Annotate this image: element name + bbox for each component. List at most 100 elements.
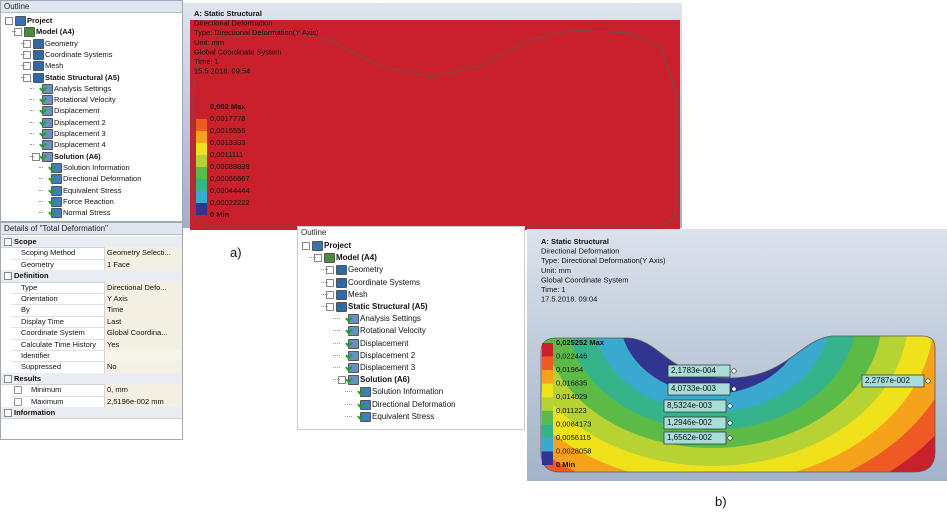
tree-icon: [33, 49, 44, 60]
legend-swatch: [196, 167, 207, 179]
tree-line: [30, 155, 34, 157]
tree-line: [345, 415, 352, 417]
tree-label: Model (A4): [336, 253, 377, 263]
panel-title: Outline: [1, 1, 182, 13]
legend-swatch: [196, 119, 207, 131]
expander: [23, 73, 31, 82]
tree-icon: [42, 95, 53, 106]
expander: [326, 290, 334, 299]
tree-line: [39, 166, 43, 168]
expander: [23, 50, 31, 59]
header-line: 15.5.2018. 09:54: [194, 67, 250, 76]
tree-line: [39, 200, 43, 202]
legend-swatch: [196, 155, 207, 167]
detail-row: [11, 339, 182, 351]
legend-label: 0,014029: [556, 392, 587, 401]
tree-label: Displacement 2: [54, 117, 106, 127]
tree-label: Project: [324, 241, 352, 250]
legend-label: 0,0011111: [210, 150, 243, 159]
legend-label: 0,002 Max: [210, 102, 246, 111]
tree-icon: [312, 241, 323, 251]
tree-icon: [336, 265, 347, 276]
legend-label: 0 Min: [556, 460, 576, 469]
legend-label: 0,0013333: [210, 138, 245, 147]
legend-label: 0,011223: [556, 406, 587, 415]
tree-icon: [33, 61, 44, 72]
property-name: Calculate Time History: [21, 339, 97, 349]
header-line: 17.5.2018. 09:04: [541, 295, 597, 304]
section-row: [1, 270, 182, 283]
tree-line: [30, 99, 34, 101]
value-cell: [104, 384, 182, 396]
detail-row: [11, 350, 182, 363]
figure-label: a): [230, 245, 242, 260]
tree-line: [333, 367, 340, 368]
property-name: Suppressed: [21, 362, 62, 372]
outline-panel: Outline Project Model (A4) Geometry Coordin…: [0, 0, 183, 222]
tree-icon: [348, 326, 359, 337]
detail-row: [11, 282, 182, 294]
detail-row: [11, 247, 182, 260]
legend-swatch: [542, 397, 553, 411]
property-name: Orientation: [21, 294, 58, 303]
tree-label: Mesh: [45, 61, 64, 71]
probe-pointer: [727, 435, 733, 441]
tree-icon: [51, 174, 62, 185]
panel-title: Details of "Total Deformation": [1, 223, 182, 235]
expander: [5, 17, 13, 25]
legend-swatch: [196, 179, 207, 191]
value-cell: [104, 395, 182, 407]
probe-box: [667, 364, 731, 378]
detail-row: [11, 304, 182, 317]
value-cell: [104, 315, 182, 328]
tree-label: Solution Information: [63, 162, 130, 172]
property-value: Yes: [107, 339, 120, 349]
tree-label: Static Structural (A5): [348, 302, 428, 311]
tree-label: Project: [27, 16, 53, 25]
value-cell: [104, 338, 182, 350]
tree-line: [345, 403, 352, 405]
property-name: Maximum: [31, 396, 64, 406]
property-name: Type: [21, 282, 38, 292]
header-title: A: Static Structural: [194, 9, 262, 18]
value-cell: [104, 281, 182, 293]
tree-line: [21, 76, 25, 78]
collapse-box: [4, 238, 12, 246]
expander: [326, 278, 334, 287]
expander: [23, 62, 31, 71]
property-value: Time: [107, 305, 124, 315]
tree-label: Analysis Settings: [54, 83, 112, 93]
tree-icon: [348, 338, 359, 349]
section-name: Information: [14, 408, 56, 417]
legend-swatch: [542, 356, 553, 371]
tree-label: Model (A4): [36, 27, 75, 37]
section-row: [1, 407, 182, 420]
legend-swatch: [196, 107, 207, 119]
legend-label: 0,0084173: [556, 419, 591, 428]
tree-icon: [42, 117, 53, 128]
header-line: Type: Directional Deformation(Y Axis): [194, 28, 319, 37]
property-value: Global Coordina...: [107, 328, 168, 338]
tree-label: Displacement 2: [360, 350, 416, 360]
header-line: Time: 1: [194, 57, 219, 66]
legend-label: 0 Min: [210, 210, 230, 219]
section-name: Definition: [14, 271, 49, 281]
legend-swatch: [542, 410, 553, 425]
tree-icon: [42, 140, 53, 151]
section-row: [1, 372, 182, 386]
detail-row: [11, 327, 182, 340]
tree-label: Directional Deformation: [63, 174, 142, 184]
legend-swatch: [196, 191, 207, 203]
tree-label: Coordinate Systems: [348, 277, 421, 287]
tree-icon: [42, 106, 53, 117]
expander: [23, 39, 31, 48]
tree-label: Displacement 3: [54, 129, 106, 138]
collapse-box: [4, 409, 12, 417]
expander: [326, 266, 334, 275]
property-name: Geometry: [21, 259, 54, 269]
probe-pointer: [731, 386, 737, 392]
tree-icon: [42, 83, 53, 94]
legend-label: 0,00066667: [210, 174, 250, 183]
